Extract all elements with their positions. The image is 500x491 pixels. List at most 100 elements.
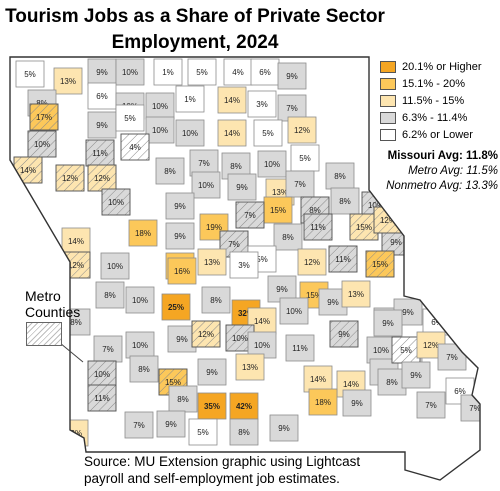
county: 9% xyxy=(87,58,117,86)
county-label: 5% xyxy=(256,255,268,264)
county: 7% xyxy=(416,391,446,419)
county-label: 32% xyxy=(238,309,254,318)
county-fill xyxy=(285,170,315,198)
county-label: 3% xyxy=(256,100,268,109)
county-label: 12% xyxy=(68,261,84,270)
map-title-line2: Employment, 2024 xyxy=(111,32,279,53)
county-label: 8% xyxy=(334,172,346,181)
county: 12% xyxy=(297,248,327,276)
county-fill xyxy=(145,116,175,144)
county-label: 5% xyxy=(197,428,209,437)
county-fill xyxy=(287,116,317,144)
legend-item: 11.5% - 15% xyxy=(380,92,498,109)
county-fill xyxy=(263,196,293,224)
county-label: 10% xyxy=(107,262,123,271)
county-fill xyxy=(115,104,145,132)
county-label: 12% xyxy=(94,174,110,183)
county: 10% xyxy=(257,150,287,178)
county: 12% xyxy=(373,206,403,234)
county: 10% xyxy=(125,331,155,359)
county: 13% xyxy=(341,280,371,308)
county: 14% xyxy=(217,86,247,114)
county-label: 5% xyxy=(299,154,311,163)
county-fill xyxy=(247,90,277,118)
county-label: 12% xyxy=(198,330,214,339)
county-fill xyxy=(145,92,175,120)
county-label: 15% xyxy=(356,223,372,232)
county: 9% xyxy=(156,410,186,438)
legend-item: 15.1% - 20% xyxy=(380,75,498,92)
county-label: 9% xyxy=(276,285,288,294)
county: 14% xyxy=(217,119,247,147)
county-label: 7% xyxy=(294,180,306,189)
county-label: 4% xyxy=(232,68,244,77)
county: 7% xyxy=(93,335,123,363)
county-fill xyxy=(279,297,309,325)
county-label: 12% xyxy=(423,341,439,350)
county-label: 16% xyxy=(174,267,190,276)
county-label: 9% xyxy=(382,319,394,328)
county: 9% xyxy=(277,62,307,90)
county-label: 1% xyxy=(184,95,196,104)
county-fill xyxy=(325,162,355,190)
county: 9% xyxy=(165,192,195,220)
county-label: 9% xyxy=(165,420,177,429)
county-label: 7% xyxy=(133,421,145,430)
county-label: 1% xyxy=(162,68,174,77)
county-label: 8% xyxy=(238,428,250,437)
metro-hatch xyxy=(27,130,57,158)
source-line1: Source: MU Extension graphic using Light… xyxy=(84,454,361,469)
county-label: 6% xyxy=(454,387,466,396)
county: 4% xyxy=(120,133,150,161)
county-label: 9% xyxy=(410,371,422,380)
county-fill xyxy=(303,365,333,393)
county-fill xyxy=(125,286,155,314)
county: 6% xyxy=(87,82,117,110)
county: 9% xyxy=(87,111,117,139)
county-fill xyxy=(168,385,198,413)
county-label: 10% xyxy=(34,140,50,149)
county-label: 15% xyxy=(165,378,181,387)
county-label: 7% xyxy=(469,404,481,413)
county-label: 9% xyxy=(327,298,339,307)
county: 10% xyxy=(191,171,221,199)
county-label: 7% xyxy=(446,353,458,362)
county-label: 12% xyxy=(62,174,78,183)
legend-item: 20.1% or Higher xyxy=(380,58,498,75)
county-fill xyxy=(250,58,280,86)
county-label: 5% xyxy=(262,129,274,138)
county: 1% xyxy=(153,58,183,86)
county: 15% xyxy=(263,196,293,224)
county: 15% xyxy=(349,213,379,241)
county-label: 13% xyxy=(204,258,220,267)
county-label: 13% xyxy=(272,188,288,197)
metro-leader-line xyxy=(59,342,84,363)
county: 9% xyxy=(197,358,227,386)
county: 5% xyxy=(187,58,217,86)
county: 11% xyxy=(303,213,333,241)
county-fill xyxy=(93,335,123,363)
county: 7% xyxy=(124,411,154,439)
county-fill xyxy=(155,157,185,185)
county-label: 18% xyxy=(315,398,331,407)
county: 10% xyxy=(115,58,145,86)
county-fill xyxy=(129,355,159,383)
map-title: Tourism Jobs as a Share of Private Secto… xyxy=(0,4,390,56)
county: 10% xyxy=(145,116,175,144)
county: 5% xyxy=(188,418,218,446)
metro-hatch xyxy=(365,250,395,278)
county-label: 10% xyxy=(122,68,138,77)
state-outline xyxy=(9,56,481,481)
county-fill xyxy=(217,86,247,114)
county-label: 35% xyxy=(204,402,220,411)
county-label: 11% xyxy=(310,223,325,232)
county-label: 10% xyxy=(286,307,302,316)
county-label: 8% xyxy=(210,296,222,305)
county-fill xyxy=(153,58,183,86)
county: 8% xyxy=(168,385,198,413)
county-label: 5% xyxy=(400,346,412,355)
county: 10% xyxy=(279,297,309,325)
legend-items: 20.1% or Higher 15.1% - 20% 11.5% - 15% 6.3… xyxy=(380,58,498,143)
county: 9% xyxy=(373,309,403,337)
county-fill xyxy=(401,361,431,389)
